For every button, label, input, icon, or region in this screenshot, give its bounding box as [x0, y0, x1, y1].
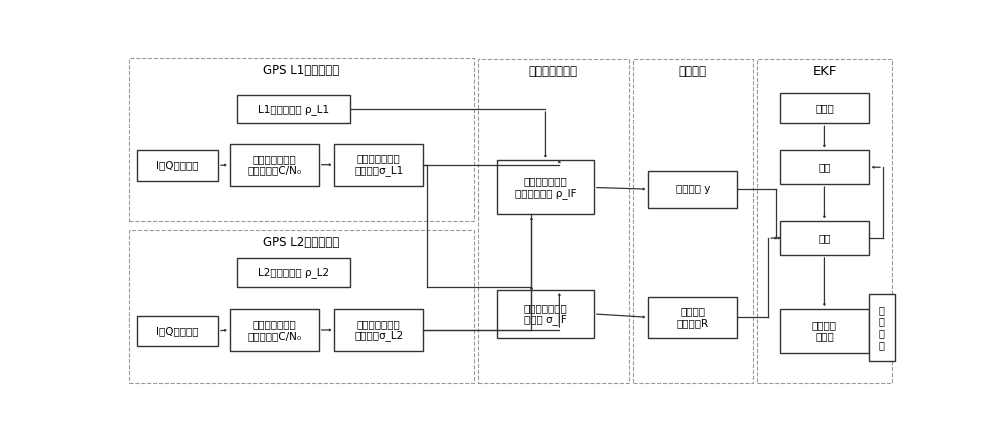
- Bar: [633, 59, 753, 383]
- Bar: [780, 93, 869, 124]
- Text: L1伪距测量值 ρ_L1: L1伪距测量值 ρ_L1: [258, 104, 329, 114]
- Bar: [478, 59, 629, 383]
- Text: 计算伪距测量值
噪声误差σ_L1: 计算伪距测量值 噪声误差σ_L1: [354, 153, 403, 176]
- Bar: [237, 258, 350, 287]
- Bar: [334, 144, 423, 186]
- Bar: [648, 171, 737, 208]
- Bar: [757, 59, 892, 383]
- Text: 计算组合伪距噪
声误差 σ_IF: 计算组合伪距噪 声误差 σ_IF: [524, 303, 567, 325]
- Bar: [129, 230, 474, 383]
- Bar: [869, 294, 895, 361]
- Bar: [780, 309, 869, 353]
- Text: 测量向量 y: 测量向量 y: [676, 184, 710, 194]
- Text: 预测: 预测: [818, 162, 831, 172]
- Text: 初始化: 初始化: [815, 103, 834, 113]
- Bar: [497, 290, 594, 338]
- Text: 利用窄带宽带功
率比值法求C/N₀: 利用窄带宽带功 率比值法求C/N₀: [247, 319, 301, 341]
- Text: 电离层延迟校正: 电离层延迟校正: [529, 65, 578, 78]
- Bar: [780, 221, 869, 255]
- Text: 电离层延迟校正
后伪距测量值 ρ_IF: 电离层延迟校正 后伪距测量值 ρ_IF: [515, 176, 576, 199]
- Bar: [137, 316, 218, 346]
- Bar: [129, 58, 474, 221]
- Text: 定轨输入: 定轨输入: [679, 65, 707, 78]
- Bar: [334, 309, 423, 351]
- Text: 测量噪声
方差矩阵R: 测量噪声 方差矩阵R: [677, 307, 709, 328]
- Text: I、Q支路信号: I、Q支路信号: [156, 161, 199, 170]
- Bar: [230, 309, 319, 351]
- Text: L2伪距测量值 ρ_L2: L2伪距测量值 ρ_L2: [258, 267, 329, 278]
- Bar: [497, 160, 594, 215]
- Text: 计算伪距测量值
噪声误差σ_L2: 计算伪距测量值 噪声误差σ_L2: [354, 319, 403, 341]
- Bar: [648, 297, 737, 338]
- Bar: [137, 150, 218, 181]
- Text: GPS L2信号跟踪环: GPS L2信号跟踪环: [263, 236, 339, 249]
- Bar: [237, 95, 350, 124]
- Text: EKF: EKF: [812, 65, 837, 78]
- Bar: [780, 150, 869, 184]
- Bar: [230, 144, 319, 186]
- Text: I、Q支路信号: I、Q支路信号: [156, 326, 199, 336]
- Text: 更新: 更新: [818, 233, 831, 243]
- Text: 卫星轨道
估计值: 卫星轨道 估计值: [812, 320, 837, 342]
- Text: 利用窄带宽带功
率比值法求C/N₀: 利用窄带宽带功 率比值法求C/N₀: [247, 154, 301, 176]
- Text: GPS L1信号跟踪环: GPS L1信号跟踪环: [263, 64, 339, 77]
- Text: 定
轨
输
出: 定 轨 输 出: [879, 305, 885, 350]
